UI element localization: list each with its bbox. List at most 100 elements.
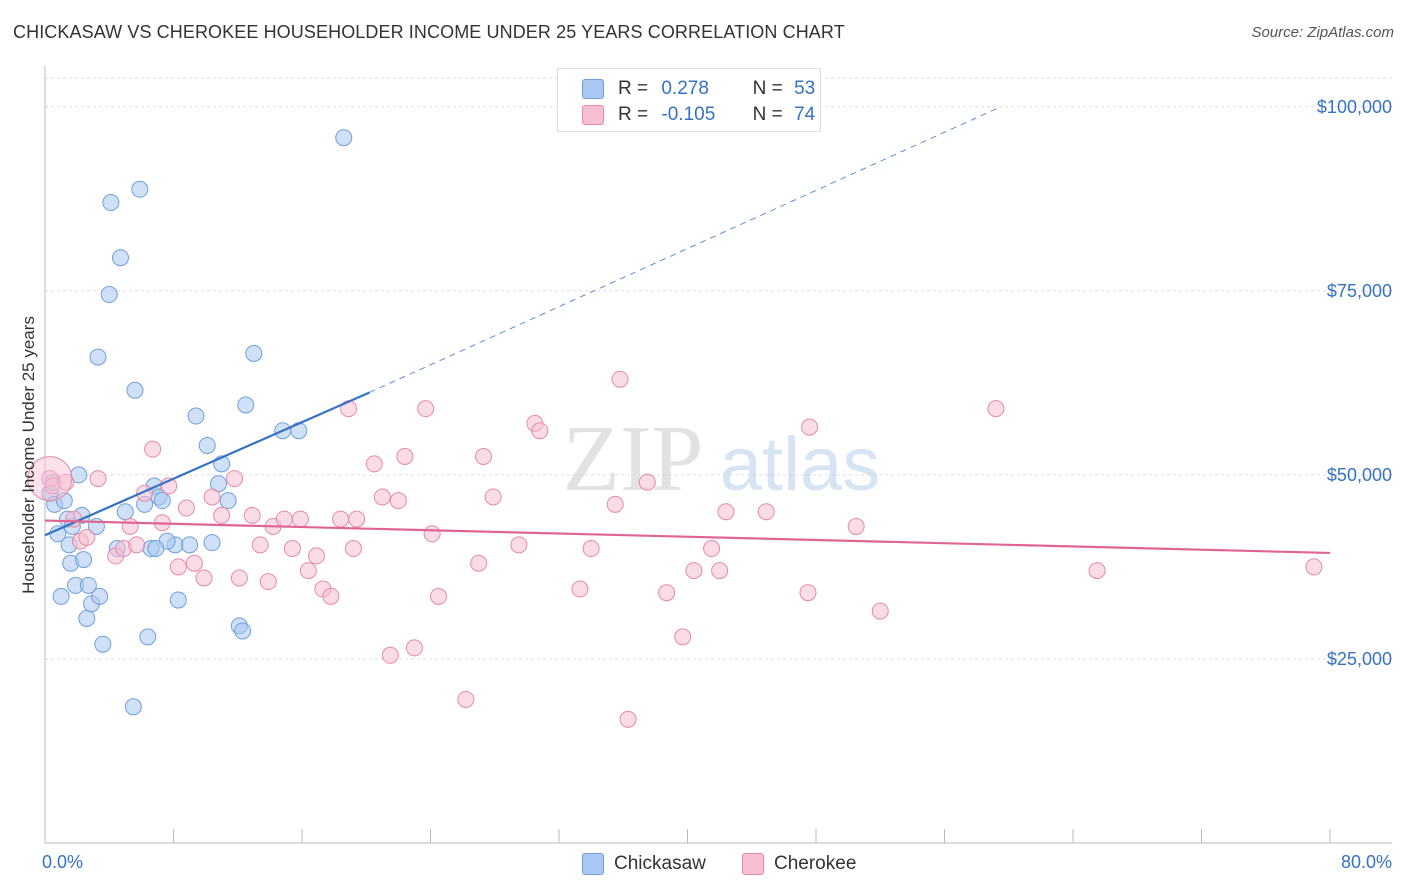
- chickasaw-point: [131, 180, 149, 198]
- cherokee-point: [423, 525, 441, 543]
- bottom-legend-label-chickasaw: Chickasaw: [614, 853, 706, 874]
- chickasaw-point: [70, 466, 88, 484]
- x-axis-max-label: 80.0%: [1340, 852, 1392, 872]
- cherokee-point: [259, 573, 277, 591]
- r-label: R =: [618, 104, 649, 125]
- legend-swatch-chickasaw: [582, 79, 604, 99]
- cherokee-point: [470, 554, 488, 572]
- legend-stats-cherokee: R = -0.105 N = 74: [618, 104, 815, 126]
- chickasaw-point: [153, 492, 171, 510]
- chickasaw-point: [169, 591, 187, 609]
- chickasaw-trend-line: [44, 391, 370, 537]
- cherokee-point: [275, 510, 293, 528]
- cherokee-point: [177, 499, 195, 517]
- points-layer: [27, 129, 1323, 728]
- cherokee-point: [291, 510, 309, 528]
- cherokee-point: [571, 580, 589, 598]
- r-value: 0.278: [661, 78, 709, 99]
- chickasaw-point: [237, 396, 255, 414]
- n-label: N =: [752, 104, 783, 125]
- chickasaw-point: [126, 381, 144, 399]
- chickasaw-point: [181, 536, 199, 554]
- chickasaw-point: [52, 587, 70, 605]
- n-label: N =: [752, 78, 783, 99]
- chickasaw-point: [79, 576, 97, 594]
- chart-title: CHICKASAW VS CHEROKEE HOUSEHOLDER INCOME…: [13, 22, 845, 42]
- cherokee-point: [226, 470, 244, 488]
- bottom-legend-label-cherokee: Cherokee: [774, 853, 857, 874]
- cherokee-point: [475, 448, 493, 465]
- cherokee-point: [78, 528, 96, 546]
- y-tick-label: $25,000: [1327, 649, 1392, 669]
- watermark-atlas: atlas: [720, 422, 881, 507]
- cherokee-point: [128, 536, 146, 554]
- chickasaw-point: [245, 344, 263, 362]
- n-value: 74: [794, 104, 816, 125]
- chickasaw-point: [78, 609, 96, 627]
- cherokee-point: [658, 584, 676, 602]
- legend-stats-chickasaw: R = 0.278 N = 53: [618, 78, 815, 100]
- cherokee-point: [1088, 562, 1106, 580]
- chickasaw-point: [89, 348, 107, 366]
- y-tick-label: $75,000: [1327, 281, 1392, 301]
- chickasaw-point: [335, 129, 353, 147]
- cherokee-point: [484, 488, 502, 506]
- cherokee-point: [283, 540, 301, 558]
- cherokee-point: [89, 470, 107, 488]
- cherokee-point: [582, 540, 600, 558]
- cherokee-point: [243, 506, 261, 524]
- cherokee-point: [847, 517, 865, 535]
- cherokee-point: [322, 587, 340, 605]
- cherokee-point: [685, 562, 703, 580]
- cherokee-point: [417, 400, 435, 418]
- cherokee-point: [344, 540, 362, 558]
- cherokee-point: [799, 584, 817, 602]
- chickasaw-point: [203, 534, 221, 552]
- chickasaw-point: [102, 194, 120, 212]
- chickasaw-point: [124, 698, 142, 716]
- cherokee-point: [389, 492, 407, 510]
- cherokee-point: [717, 503, 735, 521]
- axis-layer: [44, 66, 1392, 844]
- cherokee-point: [611, 370, 629, 388]
- cherokee-point: [531, 422, 549, 440]
- source-label: Source: ZipAtlas.com: [1251, 24, 1394, 41]
- chickasaw-point: [219, 492, 237, 510]
- chickasaw-point: [147, 540, 165, 558]
- chickasaw-point: [100, 286, 118, 304]
- cherokee-point: [299, 562, 317, 580]
- r-value: -0.105: [661, 104, 716, 125]
- cherokee-point: [711, 562, 729, 580]
- cherokee-point: [405, 639, 423, 657]
- cherokee-point: [987, 400, 1005, 418]
- chickasaw-point: [116, 503, 134, 521]
- stats-legend: R = 0.278 N = 53 R = -0.105 N = 74: [557, 68, 821, 132]
- cherokee-point: [703, 540, 721, 558]
- trend-layer: [44, 106, 1331, 555]
- chickasaw-point: [234, 622, 252, 640]
- x-axis-min-label: 0.0%: [42, 852, 84, 872]
- cherokee-point: [213, 506, 231, 524]
- cherokee-point: [396, 448, 414, 465]
- cherokee-point: [203, 488, 221, 506]
- chickasaw-point: [111, 249, 129, 267]
- cherokee-point: [430, 587, 448, 605]
- cherokee-point: [169, 558, 187, 576]
- cherokee-point: [230, 569, 248, 587]
- cherokee-point-large: [27, 456, 73, 502]
- chickasaw-point: [187, 407, 205, 425]
- bottom-legend-swatch-cherokee: [742, 853, 764, 875]
- y-tick-label: $50,000: [1327, 465, 1392, 485]
- cherokee-point: [307, 547, 325, 565]
- cherokee-point: [674, 628, 692, 646]
- cherokee-point: [619, 710, 637, 728]
- cherokee-point: [251, 536, 269, 554]
- y-tick-labels: $25,000 $50,000 $75,000 $100,000: [1317, 97, 1392, 669]
- cherokee-point: [757, 503, 775, 521]
- chickasaw-point: [75, 551, 93, 569]
- cherokee-point: [801, 418, 819, 436]
- y-tick-label: $100,000: [1317, 97, 1392, 117]
- cherokee-point: [457, 690, 475, 708]
- cherokee-point: [381, 646, 399, 664]
